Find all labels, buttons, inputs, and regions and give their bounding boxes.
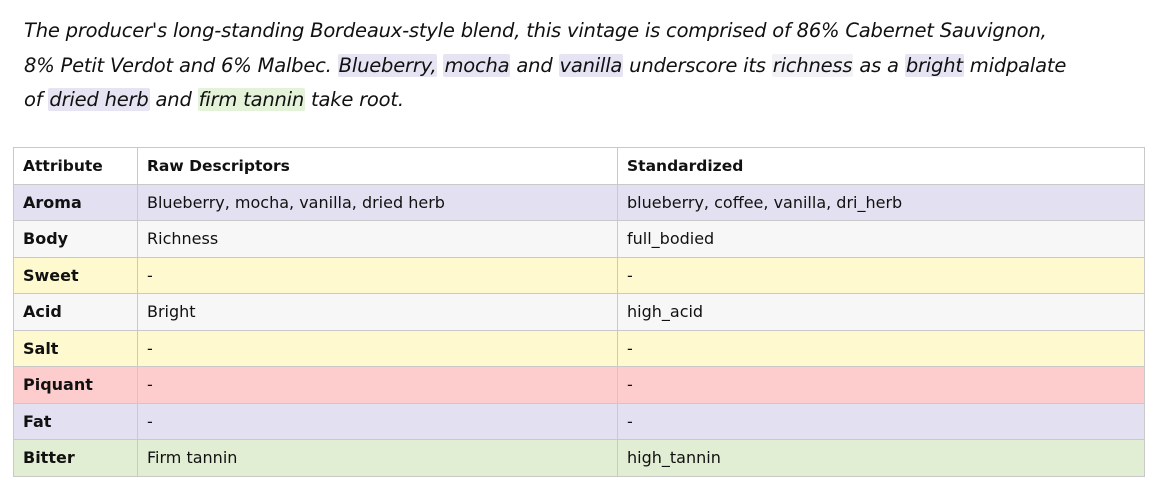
cell-standardized: high_tannin — [617, 439, 1145, 477]
cell-raw: Blueberry, mocha, vanilla, dried herb — [137, 183, 618, 221]
cell-raw: - — [137, 256, 618, 294]
table-row-body: Body Richness full_bodied — [13, 220, 1145, 258]
cell-attribute: Acid — [13, 293, 138, 331]
table-row-bitter: Bitter Firm tannin high_tannin — [13, 439, 1145, 477]
cell-standardized: high_acid — [617, 293, 1145, 331]
table-row-aroma: Aroma Blueberry, mocha, vanilla, dried h… — [13, 183, 1145, 221]
cell-attribute: Salt — [13, 329, 138, 367]
review-text-segment: of — [24, 88, 49, 111]
highlight-vanilla: vanilla — [558, 53, 624, 77]
highlight-richness: richness — [771, 53, 854, 77]
highlight-bright: bright — [904, 53, 964, 77]
table-row-piquant: Piquant - - — [13, 366, 1145, 404]
highlight-mocha: mocha — [443, 53, 511, 77]
cell-attribute: Body — [13, 220, 138, 258]
review-text-segment: underscore its — [623, 53, 772, 77]
review-line-3: of dried herb and firm tannin take root. — [24, 83, 1149, 118]
review-line-2: 8% Petit Verdot and 6% Malbec. Blueberry… — [24, 49, 1149, 84]
cell-attribute: Bitter — [13, 439, 138, 477]
cell-raw: - — [137, 402, 618, 440]
attribute-table: Attribute Raw Descriptors Standardized A… — [13, 147, 1145, 477]
header-raw-descriptors: Raw Descriptors — [137, 147, 618, 185]
table-row-salt: Salt - - — [13, 329, 1145, 367]
review-text-segment: as a — [853, 53, 905, 77]
highlight-firm-tannin: firm tannin — [197, 88, 306, 111]
cell-standardized: - — [617, 366, 1145, 404]
cell-raw: Bright — [137, 293, 618, 331]
highlight-blueberry: Blueberry, — [337, 53, 438, 77]
review-text-segment: 8% Petit Verdot and 6% Malbec. — [24, 53, 338, 77]
review-text-segment: midpalate — [963, 53, 1067, 77]
table-row-fat: Fat - - — [13, 402, 1145, 440]
review-line-1-text: The producer's long-standing Bordeaux-st… — [24, 19, 1047, 42]
review-text-segment: and — [149, 88, 198, 111]
header-standardized: Standardized — [617, 147, 1145, 185]
review-text-segment: and — [510, 53, 559, 77]
cell-standardized: blueberry, coffee, vanilla, dri_herb — [617, 183, 1145, 221]
cell-standardized: full_bodied — [617, 220, 1145, 258]
cell-standardized: - — [617, 256, 1145, 294]
review-line-1: The producer's long-standing Bordeaux-st… — [24, 14, 1149, 49]
cell-raw: - — [137, 366, 618, 404]
cell-standardized: - — [617, 329, 1145, 367]
table-row-sweet: Sweet - - — [13, 256, 1145, 294]
table-row-acid: Acid Bright high_acid — [13, 293, 1145, 331]
cell-standardized: - — [617, 402, 1145, 440]
cell-raw: Firm tannin — [137, 439, 618, 477]
table-header-row: Attribute Raw Descriptors Standardized — [13, 147, 1145, 185]
header-attribute: Attribute — [13, 147, 138, 185]
cell-attribute: Fat — [13, 402, 138, 440]
cell-attribute: Aroma — [13, 183, 138, 221]
highlight-dried-herb: dried herb — [48, 88, 150, 111]
cell-raw: Richness — [137, 220, 618, 258]
cell-attribute: Sweet — [13, 256, 138, 294]
review-text-segment: take root. — [305, 88, 404, 111]
cell-raw: - — [137, 329, 618, 367]
cell-attribute: Piquant — [13, 366, 138, 404]
wine-review-text: The producer's long-standing Bordeaux-st… — [24, 14, 1149, 118]
